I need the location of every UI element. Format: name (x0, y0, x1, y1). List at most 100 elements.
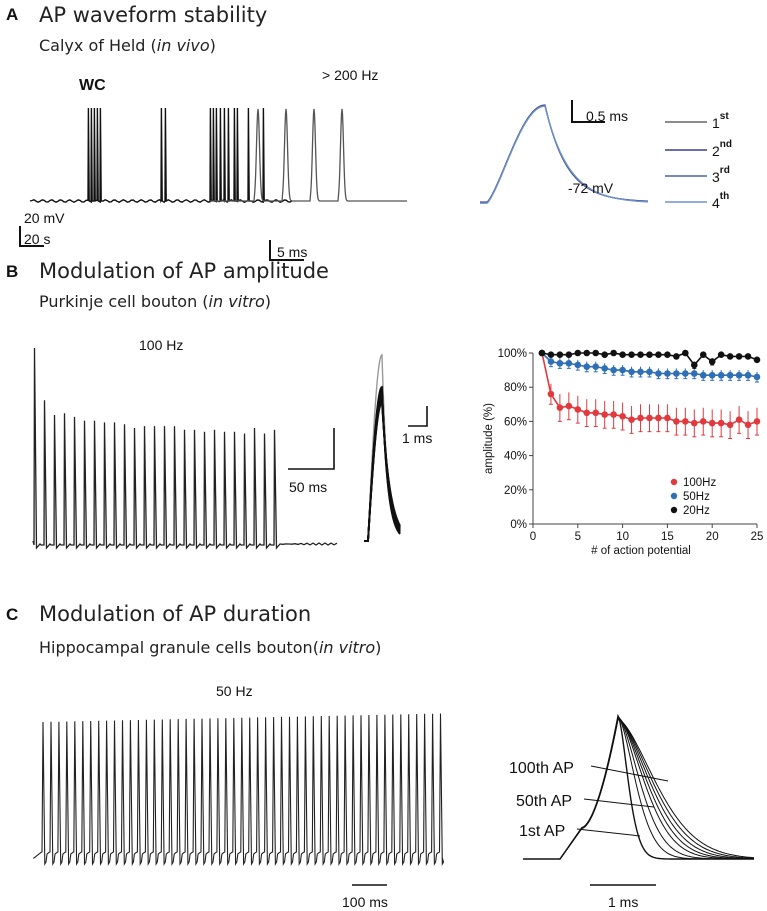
freq-label-200hz: > 200 Hz (322, 67, 378, 83)
wc-label: WC (79, 77, 106, 94)
data-point (619, 351, 626, 359)
series-20Hz (538, 349, 761, 369)
ap-train-line (32, 347, 338, 550)
ap-overlay-trace (523, 713, 755, 860)
legend-a-label: 3rd (712, 165, 730, 185)
data-point (673, 370, 680, 377)
ap-train-trace (32, 347, 338, 550)
panel-a-letter: A (6, 5, 18, 24)
data-point (717, 351, 725, 359)
data-point (565, 402, 573, 410)
scale-label-20mv: 20 mV (24, 210, 65, 226)
legend-a: 1st 2nd 3rd 4th (665, 111, 732, 211)
data-point (699, 371, 707, 379)
data-point (682, 418, 689, 425)
data-point (592, 363, 600, 370)
burst-trace (210, 108, 407, 202)
legend-marker (670, 492, 678, 500)
scale-bar-a3: 0.5 ms (571, 100, 628, 124)
data-point (699, 418, 707, 425)
legend-a-item: 1st (665, 111, 729, 131)
y-axis-label: amplitude (%) (483, 403, 495, 474)
y-tick-label: 0% (510, 519, 527, 531)
data-point (610, 349, 617, 357)
data-point (655, 414, 662, 422)
data-point (655, 370, 662, 377)
data-point (726, 353, 734, 360)
data-point (664, 370, 671, 377)
data-point (619, 366, 626, 374)
data-point (583, 349, 591, 357)
ap-train-trace (33, 713, 445, 867)
label-50th-ap: 50th AP (516, 793, 572, 810)
scale-bar-a2: 5 ms (269, 240, 307, 261)
data-point (735, 353, 743, 360)
amplitude-chart: 0% 20% 40% 60% 80% 100% 0 5 10 15 20 25 # of action … (483, 348, 763, 557)
data-point (646, 414, 653, 422)
data-point (547, 351, 555, 359)
scale-label-20s: 20 s (24, 231, 50, 247)
data-point (547, 358, 555, 365)
scale-label-0-5ms: 0.5 ms (586, 108, 628, 124)
panel-c-subtitle: Hippocampal granule cells bouton(in vitr… (39, 638, 381, 657)
data-point (690, 419, 698, 427)
series-100Hz (538, 349, 761, 439)
panel-b-subtitle: Purkinje cell bouton (in vitro) (39, 292, 271, 311)
data-point (726, 371, 734, 379)
panel-b-letter: B (6, 262, 18, 281)
data-point (690, 370, 698, 377)
data-point (637, 351, 644, 359)
data-point (628, 351, 635, 359)
scale-label-100ms: 100 ms (342, 894, 388, 910)
data-point (699, 351, 707, 359)
data-point (538, 349, 546, 357)
data-point (690, 361, 698, 369)
data-point (735, 416, 743, 423)
whole-cell-trace-line (29, 107, 293, 204)
data-point (628, 416, 635, 423)
data-point (592, 409, 600, 417)
ap-overlay-line (523, 718, 755, 860)
ap-overlay-trace (480, 104, 649, 204)
whole-cell-trace (29, 107, 293, 204)
y-tick-label: 80% (504, 382, 527, 394)
panel-c-letter: C (6, 605, 18, 624)
data-point (646, 368, 653, 376)
data-point (601, 351, 608, 359)
data-point (664, 414, 671, 422)
data-point (744, 421, 752, 429)
data-point (556, 351, 564, 359)
data-point (708, 419, 716, 427)
data-point (547, 390, 555, 398)
data-point (717, 371, 725, 379)
ap-train-line (33, 713, 445, 867)
data-point (565, 359, 573, 367)
legend-a-label: 1st (712, 111, 729, 131)
x-axis-label: # of action potential (591, 545, 691, 557)
data-point (592, 349, 600, 357)
data-point (601, 411, 608, 418)
data-point (708, 358, 716, 365)
ap-overlay-line (364, 401, 401, 542)
data-point (673, 418, 680, 425)
freq-label-100hz: 100 Hz (139, 337, 183, 353)
data-point (726, 421, 734, 429)
panel-a-subtitle: Calyx of Held (in vivo) (39, 36, 216, 55)
x-tick-label: 15 (661, 531, 674, 543)
ap-callouts: 100th AP 50th AP 1st AP (509, 760, 669, 840)
x-tick-label: 20 (706, 531, 719, 543)
data-point (664, 351, 671, 359)
data-point (637, 414, 644, 422)
data-point (753, 356, 761, 364)
data-point (682, 349, 689, 357)
scale-bar-b1: 50 ms (288, 428, 335, 495)
data-point (628, 368, 635, 376)
scale-label-1ms: 1 ms (402, 430, 432, 446)
data-point (583, 363, 591, 370)
y-tick-label: 100% (498, 348, 527, 360)
data-point (583, 409, 591, 417)
data-point (708, 371, 716, 379)
x-tick-label: 0 (530, 531, 536, 543)
panel-a-title: AP waveform stability (39, 3, 267, 27)
